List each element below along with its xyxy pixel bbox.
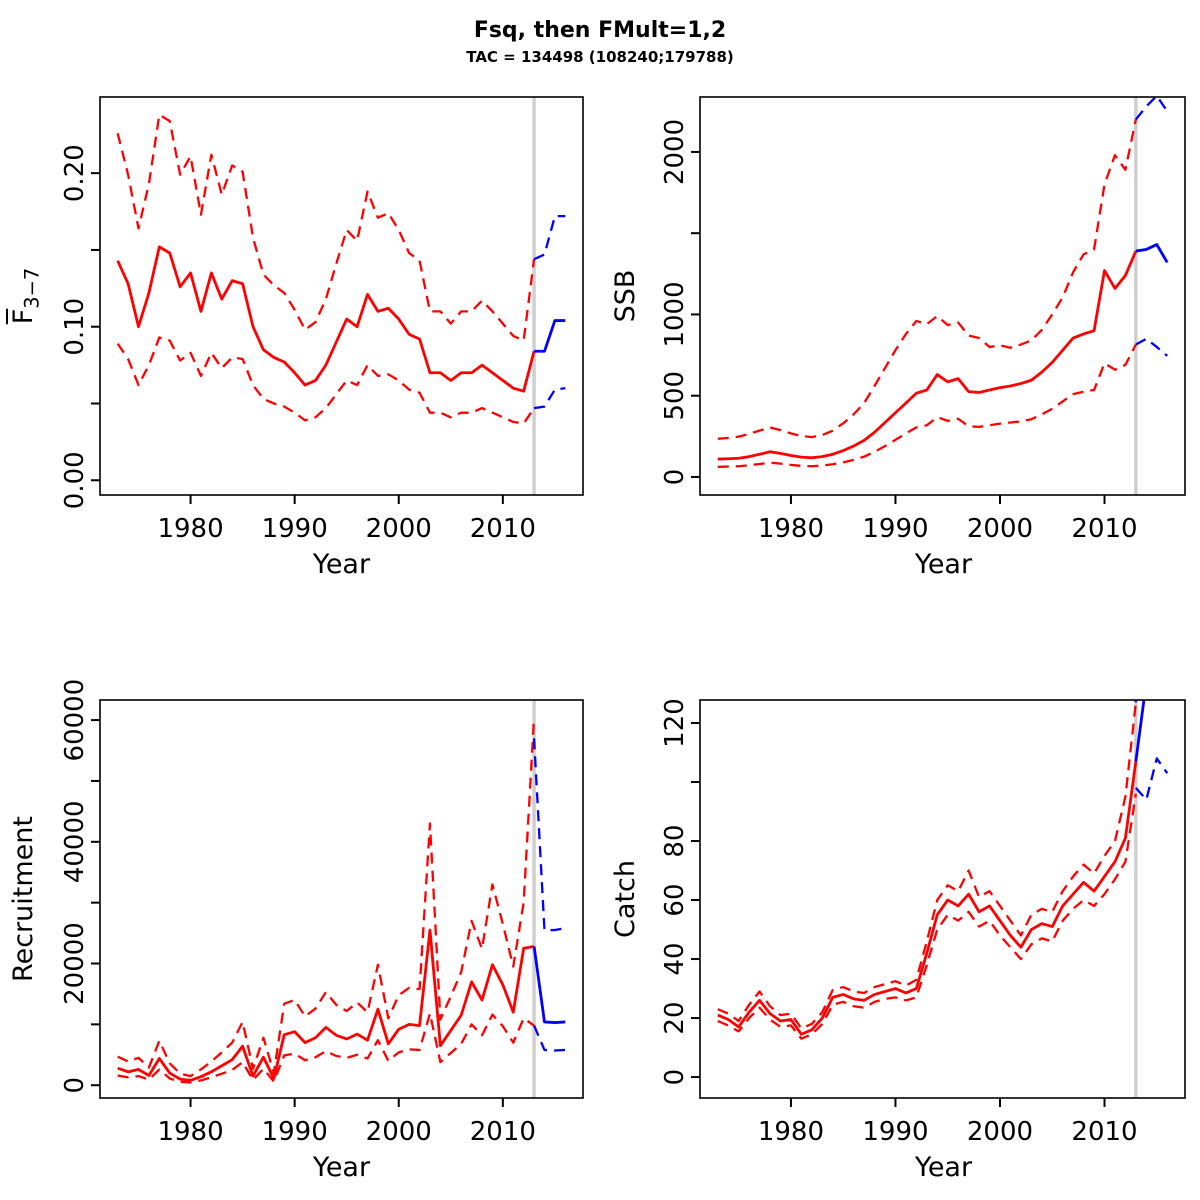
y-axis-title-ssb: SSB [610,269,641,323]
panel-fbar: 1980 1990 2000 2010 0.00 0.10 0.20 [60,96,584,544]
ssb-y-tick-label: 2000 [660,119,690,185]
catch-border [699,699,1186,1099]
fbar-border [99,96,584,496]
y-axis-title-catch: Catch [610,860,641,938]
ssb-lower-projection-line [1135,337,1168,357]
ssb-y-tick-label: 500 [660,371,690,421]
fbar-x-tick-label: 2000 [366,514,432,544]
catch-y-tick-label: 120 [660,698,690,748]
ssb-y-tick-label: 0 [660,469,690,486]
recruitment-y-tick-label: 0 [60,1077,90,1094]
fbar-symbol: F [8,308,39,325]
fbar-y-tick-label: 0.00 [60,451,90,509]
ssb-upper-projection-line [1134,97,1169,121]
ssb-lower-history-line [717,343,1137,469]
panel-recruitment: 1980 1990 2000 2010 0 20000 40000 60000 [60,679,584,1147]
fbar-x-tick-label: 2010 [470,514,536,544]
recruitment-upper-history-line [117,716,536,1078]
ssb-median-projection-line [1135,243,1169,264]
recruitment-y-tick-label: 40000 [60,800,90,883]
recruitment-median-projection-line [532,946,566,1024]
fbar-lower-projection-line [533,386,566,410]
x-axis-title-catch: Year [914,1152,973,1183]
fbar-subscript: 3−7 [20,267,44,309]
recruitment-x-tick-label: 2000 [366,1117,432,1147]
catch-upper-history-line [717,702,1138,1030]
catch-x-tick-label: 2000 [967,1117,1033,1147]
catch-y-tick-label: 80 [660,824,690,857]
catch-x-tick-label: 1980 [758,1117,824,1147]
catch-x-tick-label: 2010 [1071,1117,1137,1147]
chart-subtitle: TAC = 134498 (108240;179788) [466,48,734,66]
fbar-y-tick-label: 0.20 [60,144,90,202]
fbar-lower-history-line [116,336,536,425]
recruitment-upper-projection-line [532,738,566,932]
x-axis-title-ssb: Year [914,549,973,580]
recruitment-border [99,699,584,1099]
chart-title: Fsq, then FMult=1,2 [473,18,727,43]
ssb-border [699,96,1186,496]
catch-y-tick-label: 20 [660,1001,690,1034]
catch-lower-history-line [717,793,1138,1040]
catch-lower-projection-line [1135,757,1169,801]
recruitment-x-tick-label: 2010 [470,1117,536,1147]
y-axis-title-fbar: F3−7 [4,196,44,396]
fbar-upper-history-line [116,113,536,342]
fbar-median-history-line [116,245,536,393]
catch-x-tick-label: 1990 [862,1117,928,1147]
fbar-upper-projection-line [533,214,566,261]
ssb-x-tick-label: 2000 [967,514,1033,544]
recruitment-x-tick-label: 1990 [262,1117,328,1147]
ssb-median-history-line [717,250,1138,461]
catch-y-tick-label: 40 [660,942,690,975]
recruitment-y-tick-label: 20000 [60,922,90,1005]
catch-upper-projection-line [1134,700,1138,703]
fbar-x-tick-label: 1980 [157,514,223,544]
catch-median-history-line [717,761,1138,1036]
recruitment-lower-projection-line [533,1025,566,1052]
catch-median-projection-line [1134,700,1146,762]
panel-ssb: 1980 1990 2000 2010 0 500 1000 2000 [660,96,1186,544]
y-axis-title-recruitment: Recruitment [8,816,39,982]
fbar-x-tick-label: 1990 [262,514,328,544]
fbar-y-tick-label: 0.10 [60,298,90,356]
recruitment-median-history-line [117,928,535,1082]
fbar-median-projection-line [534,319,566,353]
catch-y-tick-label: 0 [660,1069,690,1086]
ssb-x-tick-label: 1980 [758,514,824,544]
recruitment-y-tick-label: 60000 [60,679,90,762]
recruitment-x-tick-label: 1980 [157,1117,223,1147]
catch-y-tick-label: 60 [660,883,690,916]
x-axis-title-fbar: Year [312,549,371,580]
ssb-x-tick-label: 1990 [862,514,928,544]
recruitment-lower-history-line [117,1012,535,1084]
ssb-y-tick-label: 1000 [660,281,690,347]
ssb-upper-history-line [717,119,1137,440]
panel-catch: 1980 1990 2000 2010 0 20 40 60 80 120 [660,698,1186,1147]
x-axis-title-recruitment: Year [312,1152,371,1183]
ssb-x-tick-label: 2010 [1071,514,1137,544]
